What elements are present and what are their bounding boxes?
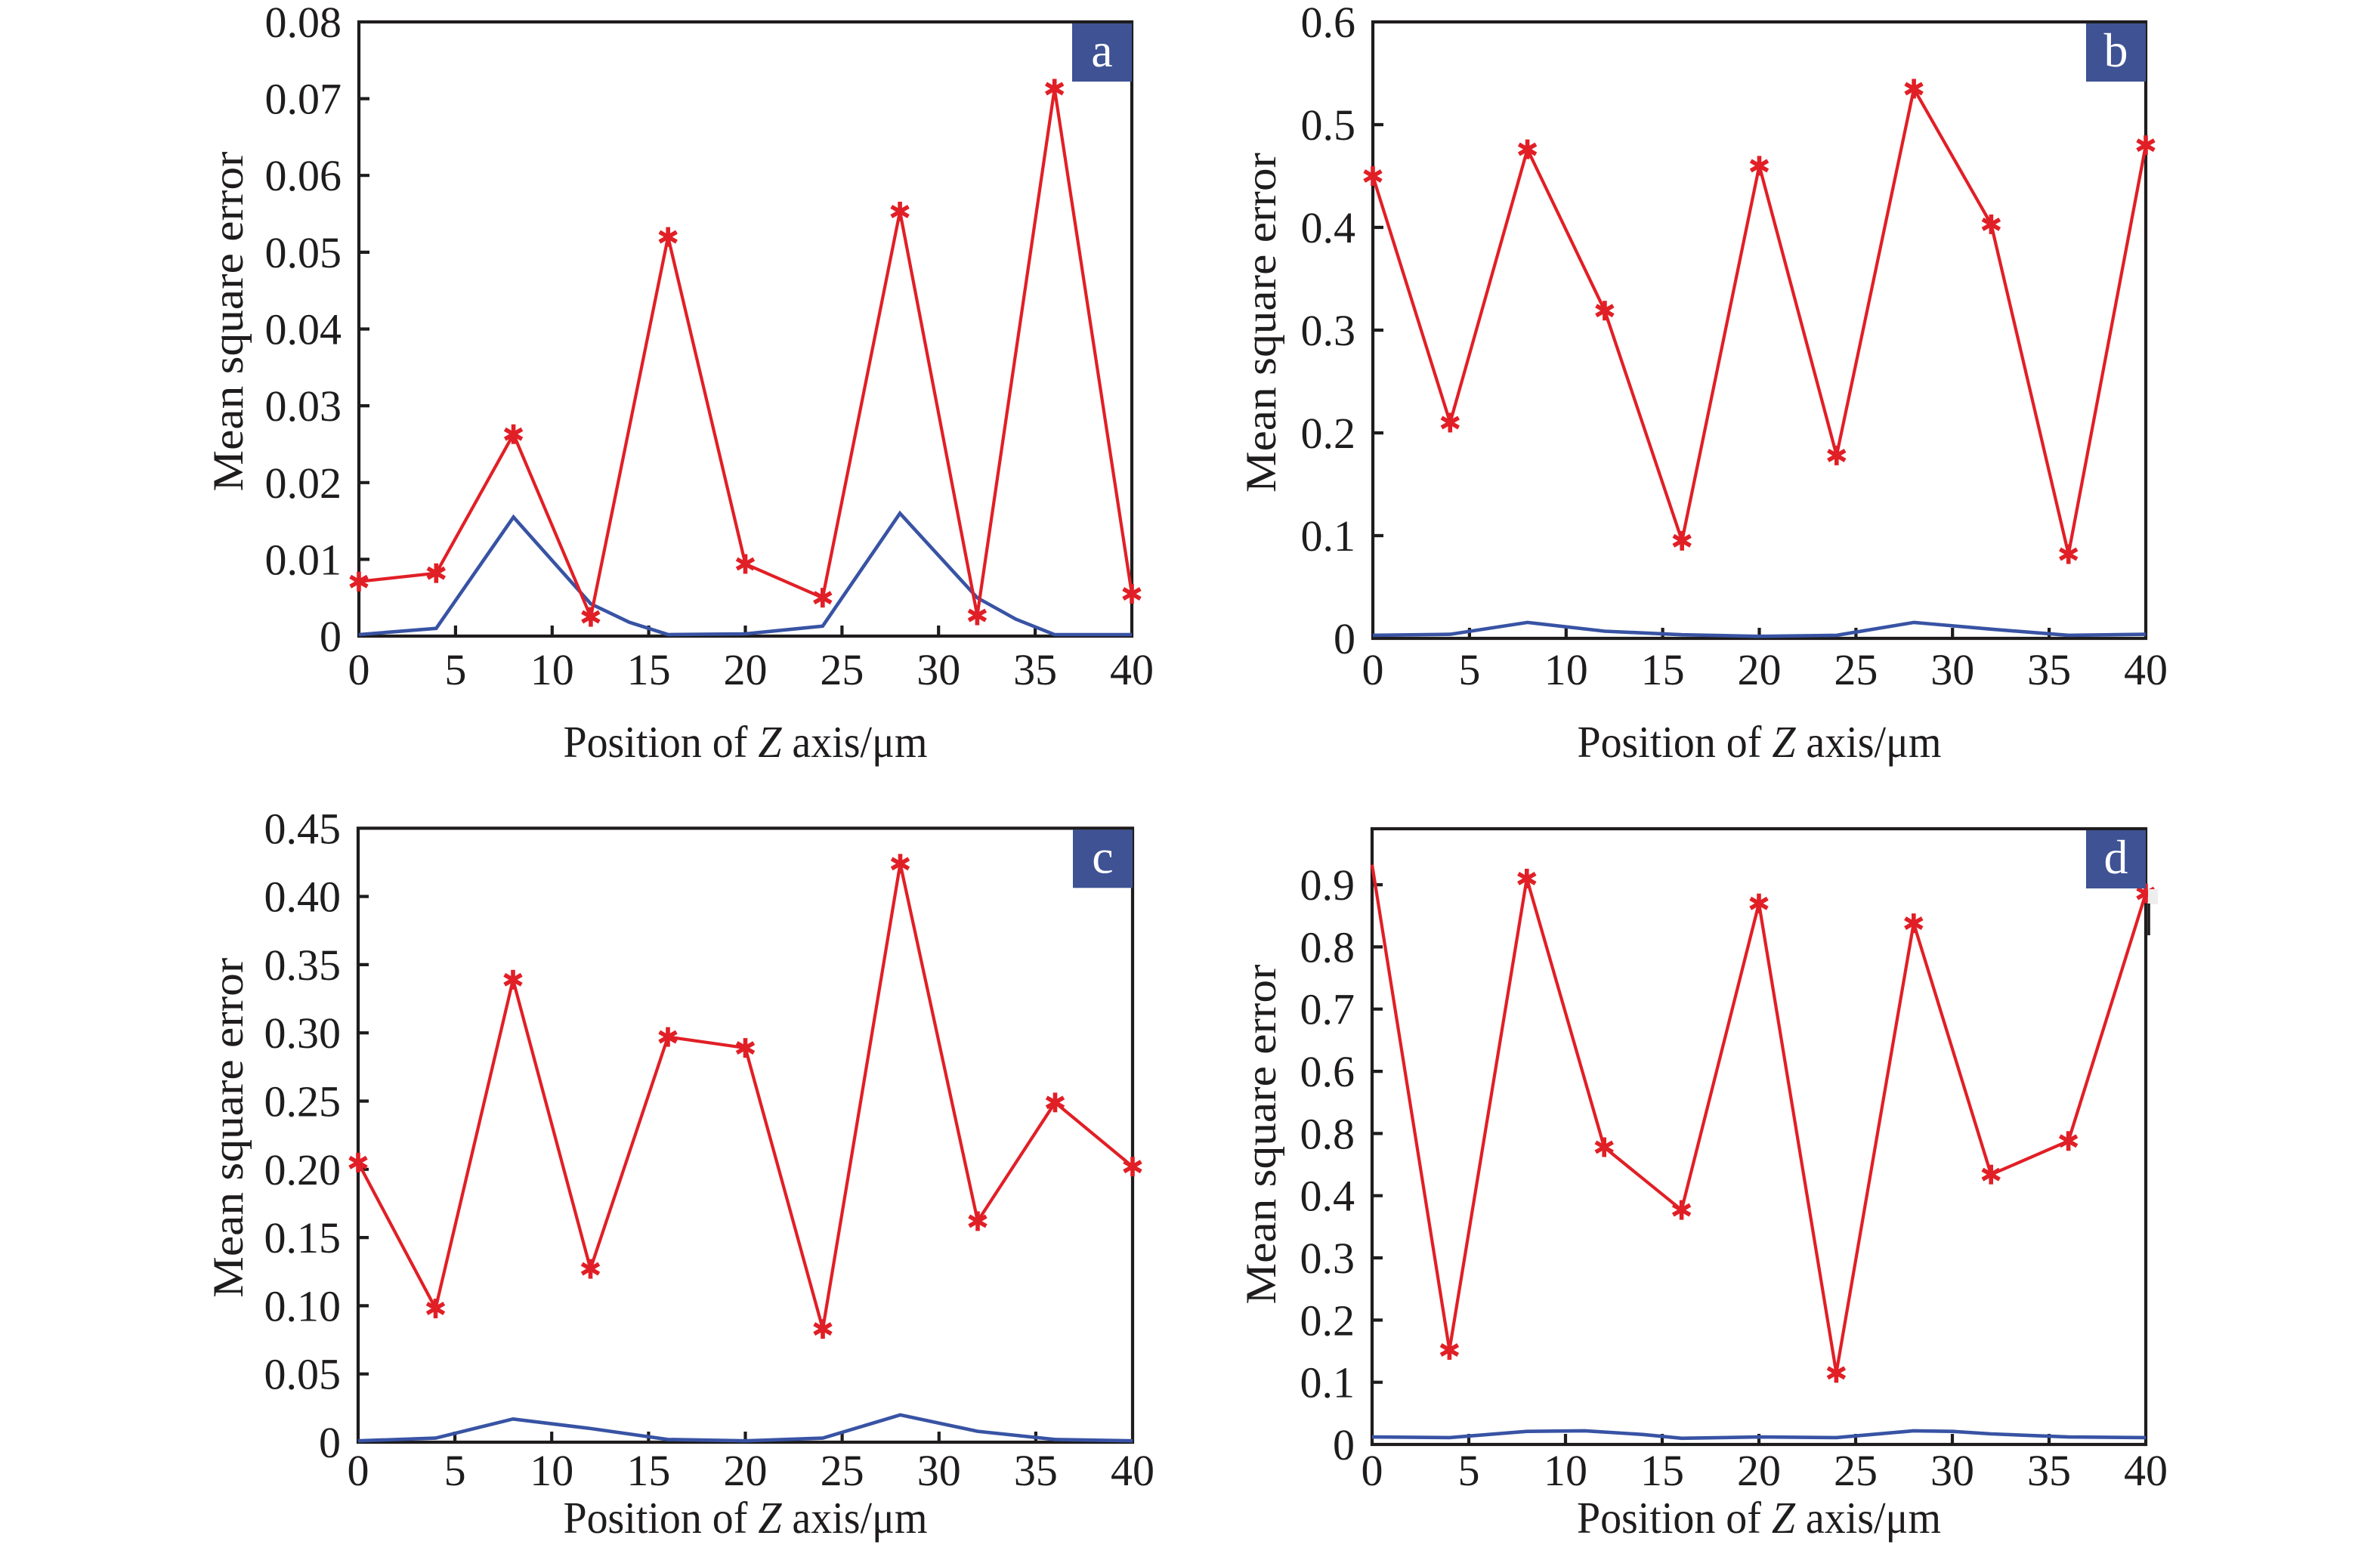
svg-text:35: 35 <box>2027 1446 2071 1495</box>
svg-text:40: 40 <box>1110 645 1154 694</box>
svg-text:Mean square error: Mean square error <box>205 151 252 491</box>
svg-text:30: 30 <box>916 645 960 694</box>
svg-text:35: 35 <box>1014 1446 1058 1495</box>
svg-text:0.35: 0.35 <box>264 941 342 990</box>
svg-text:0.4: 0.4 <box>1301 203 1356 252</box>
svg-text:0.25: 0.25 <box>264 1077 342 1126</box>
svg-text:0.08: 0.08 <box>265 0 342 47</box>
svg-text:0.9: 0.9 <box>1300 860 1355 910</box>
svg-text:a: a <box>1091 23 1112 77</box>
svg-text:Mean square error: Mean square error <box>1238 964 1285 1304</box>
svg-text:0.5: 0.5 <box>1301 100 1356 150</box>
svg-text:0.04: 0.04 <box>265 305 342 354</box>
svg-text:30: 30 <box>917 1446 961 1495</box>
svg-text:35: 35 <box>2027 645 2071 694</box>
svg-text:15: 15 <box>1641 645 1685 694</box>
svg-text:0.6: 0.6 <box>1300 1047 1355 1096</box>
svg-text:0: 0 <box>1334 614 1355 663</box>
svg-text:15: 15 <box>627 645 671 694</box>
svg-text:Position of Z axis/μm: Position of Z axis/μm <box>564 717 928 767</box>
svg-text:0.05: 0.05 <box>264 1350 342 1399</box>
svg-text:0.4: 0.4 <box>1300 1172 1355 1221</box>
svg-text:40: 40 <box>2124 1446 2168 1495</box>
svg-text:0.20: 0.20 <box>264 1145 342 1194</box>
svg-text:Position of Z axis/μm: Position of Z axis/μm <box>1578 717 1942 767</box>
svg-text:0: 0 <box>348 1446 369 1495</box>
svg-text:0.15: 0.15 <box>264 1213 342 1262</box>
svg-text:0: 0 <box>1362 1446 1383 1495</box>
svg-text:0: 0 <box>320 612 342 661</box>
svg-text:0.2: 0.2 <box>1301 409 1356 458</box>
svg-text:25: 25 <box>820 645 864 694</box>
svg-text:0.3: 0.3 <box>1300 1234 1355 1283</box>
svg-text:20: 20 <box>724 1446 768 1495</box>
svg-text:d: d <box>2104 830 2128 884</box>
svg-text:0.8: 0.8 <box>1300 1109 1355 1158</box>
svg-text:c: c <box>1092 830 1113 883</box>
svg-text:0.2: 0.2 <box>1300 1296 1355 1345</box>
svg-text:0.10: 0.10 <box>264 1281 342 1330</box>
svg-text:0.7: 0.7 <box>1300 985 1355 1034</box>
svg-text:0.01: 0.01 <box>265 535 342 584</box>
svg-text:0.1: 0.1 <box>1301 511 1356 561</box>
svg-text:Position of Z axis/μm: Position of Z axis/μm <box>564 1493 928 1543</box>
svg-text:0.40: 0.40 <box>264 873 342 922</box>
svg-text:25: 25 <box>821 1446 864 1495</box>
svg-text:0: 0 <box>1333 1420 1355 1469</box>
svg-text:0: 0 <box>319 1418 341 1467</box>
svg-text:0.1: 0.1 <box>1300 1358 1355 1407</box>
svg-text:15: 15 <box>1640 1446 1684 1495</box>
svg-text:25: 25 <box>1834 645 1878 694</box>
svg-text:0.03: 0.03 <box>265 382 342 431</box>
svg-text:35: 35 <box>1013 645 1057 694</box>
svg-text:40: 40 <box>2124 645 2168 694</box>
svg-text:0: 0 <box>1362 645 1384 694</box>
svg-text:20: 20 <box>1738 645 1782 694</box>
svg-text:20: 20 <box>1737 1446 1781 1495</box>
svg-text:0: 0 <box>348 645 370 694</box>
svg-text:5: 5 <box>1458 645 1480 694</box>
svg-text:0.07: 0.07 <box>265 75 342 124</box>
svg-text:10: 10 <box>530 645 574 694</box>
svg-text:0.06: 0.06 <box>265 151 342 200</box>
svg-text:Position of Z axis/μm: Position of Z axis/μm <box>1577 1493 1941 1543</box>
svg-text:15: 15 <box>626 1446 670 1495</box>
svg-text:20: 20 <box>724 645 768 694</box>
svg-text:30: 30 <box>1930 645 1974 694</box>
svg-text:Mean square error: Mean square error <box>1238 153 1285 493</box>
svg-text:0.6: 0.6 <box>1301 0 1356 47</box>
svg-text:0.45: 0.45 <box>264 804 342 853</box>
svg-text:b: b <box>2104 23 2128 77</box>
svg-text:0.05: 0.05 <box>265 228 342 277</box>
svg-text:30: 30 <box>1930 1446 1974 1495</box>
svg-text:Mean square error: Mean square error <box>205 958 252 1298</box>
svg-text:0.02: 0.02 <box>265 459 342 508</box>
svg-text:10: 10 <box>530 1446 573 1495</box>
svg-text:5: 5 <box>1458 1446 1480 1495</box>
svg-text:5: 5 <box>444 1446 466 1495</box>
svg-text:40: 40 <box>1111 1446 1154 1495</box>
svg-text:10: 10 <box>1544 1446 1587 1495</box>
svg-text:25: 25 <box>1834 1446 1878 1495</box>
svg-text:5: 5 <box>444 645 466 694</box>
svg-text:0.3: 0.3 <box>1301 306 1356 355</box>
svg-text:0.8: 0.8 <box>1300 922 1355 972</box>
svg-text:10: 10 <box>1544 645 1588 694</box>
svg-text:0.30: 0.30 <box>264 1009 342 1058</box>
